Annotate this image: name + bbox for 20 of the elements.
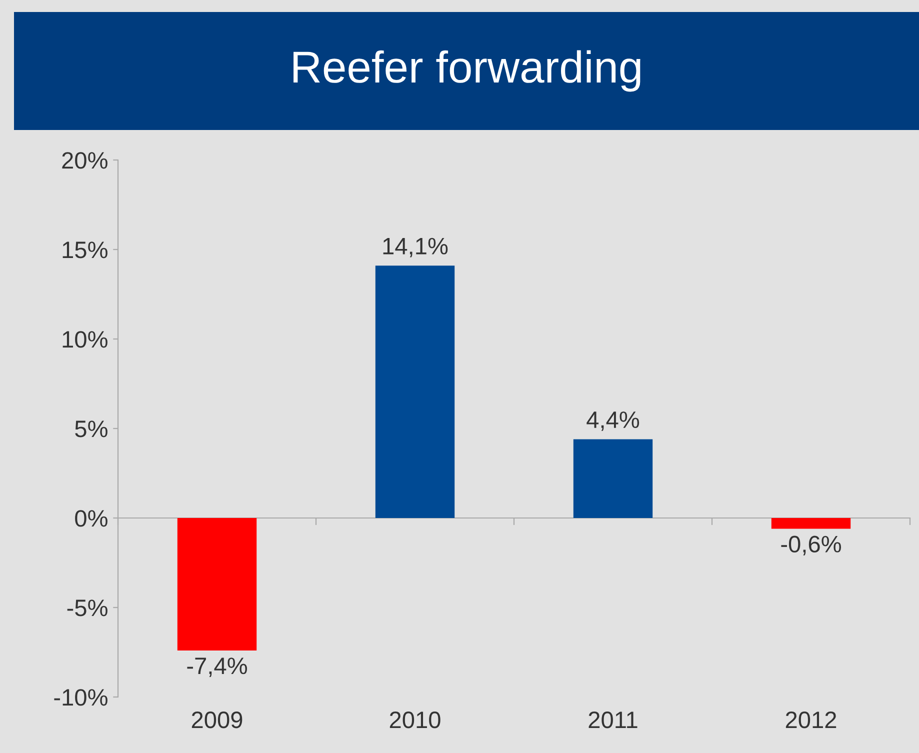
- x-tick-label: 2010: [390, 712, 440, 728]
- y-tick-label: 20%: [62, 152, 108, 169]
- data-label: -0,6%: [781, 536, 841, 556]
- y-tick-label: -5%: [67, 600, 108, 616]
- bar: [771, 518, 851, 529]
- bar: [177, 518, 257, 650]
- y-tick-label: 10%: [62, 331, 108, 348]
- y-tick-label: 0%: [75, 510, 108, 527]
- data-label: -7,4%: [187, 658, 247, 678]
- x-tick-label: 2009: [192, 712, 242, 728]
- chart-title: Reefer forwarding: [294, 50, 640, 92]
- y-tick-label: 15%: [62, 242, 108, 258]
- y-tick-label: -10%: [54, 689, 108, 706]
- data-label: 4,4%: [586, 412, 640, 431]
- x-tick-label: 2011: [588, 712, 638, 728]
- y-tick-label: 5%: [75, 420, 108, 438]
- bar: [573, 439, 653, 518]
- bar: [375, 266, 455, 518]
- x-tick-label: 2012: [786, 712, 836, 728]
- data-label: 14,1%: [383, 238, 448, 258]
